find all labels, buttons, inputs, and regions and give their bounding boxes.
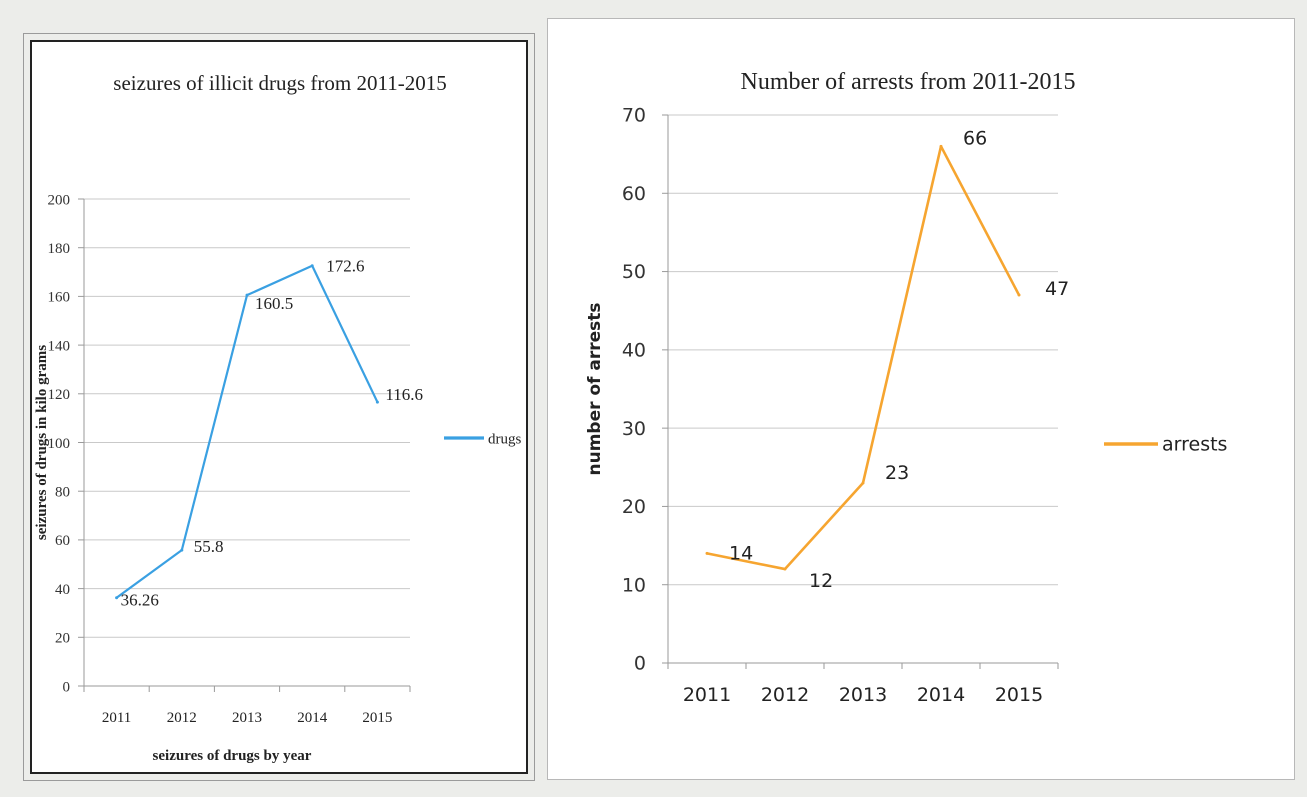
data-point [310,264,314,268]
data-point [783,567,787,571]
data-point [375,400,379,404]
y-tick-label: 60 [622,183,646,205]
x-tick-label: 2011 [683,684,731,706]
data-point [939,144,943,148]
y-tick-label: 40 [55,582,70,598]
x-axis-title: seizures of drugs by year [153,748,312,764]
data-label: 14 [729,542,753,564]
arrests-chart-panel: Number of arrests from 2011-2015 0 10 20 30 4… [547,18,1295,780]
y-tick-label: 180 [48,241,71,257]
y-tick-label: 0 [63,679,71,695]
data-label: 23 [885,462,909,484]
y-tick-label: 20 [55,631,70,647]
y-axis-title: number of arrests [585,302,605,475]
x-tick-label: 2011 [102,710,131,726]
x-tick-label: 2015 [995,684,1043,706]
data-point [705,551,709,555]
y-tick-label: 160 [48,290,71,306]
y-tick-label: 120 [48,387,71,403]
series-line-arrests [706,145,1021,571]
y-tick-label: 20 [622,496,646,518]
y-tick-label: 10 [622,574,646,596]
y-tick-label: 80 [55,484,70,500]
drug-seizures-chart: seizures of illicit drugs from 2011-2015… [34,71,521,764]
y-tick-label: 50 [622,261,646,283]
y-tick-label: 0 [634,653,646,675]
chart-title: Number of arrests from 2011-2015 [740,69,1075,95]
x-tick-label: 2014 [297,710,328,726]
x-tick-label: 2012 [761,684,809,706]
data-label: 116.6 [385,385,423,404]
data-label: 55.8 [194,537,224,556]
x-tick-label: 2013 [232,710,262,726]
y-tick-label: 140 [48,338,71,354]
y-axis-title: seizures of drugs in kilo grams [34,345,50,540]
x-tick-label: 2012 [167,710,197,726]
data-label: 172.6 [326,257,364,276]
data-label: 36.26 [121,591,159,610]
data-label: 47 [1045,278,1069,300]
chart-title: seizures of illicit drugs from 2011-2015 [113,71,446,95]
y-tick-label: 60 [55,533,70,549]
y-tick-label: 100 [48,436,71,452]
data-label: 12 [809,570,833,592]
data-point [1017,293,1021,297]
y-tick-label: 30 [622,418,646,440]
legend-label: drugs [488,431,521,447]
drug-seizures-chart-panel: seizures of illicit drugs from 2011-2015… [23,33,535,781]
x-tick-label: 2014 [917,684,965,706]
legend-label: arrests [1162,434,1227,456]
data-point [861,481,865,485]
series-line-drugs [115,264,379,599]
x-tick-label: 2015 [362,710,392,726]
data-point [245,293,249,297]
y-tick-label: 70 [622,105,646,127]
y-tick-label: 200 [48,192,71,208]
data-label: 160.5 [255,294,293,313]
arrests-chart: Number of arrests from 2011-2015 0 10 20 30 4… [585,69,1227,706]
data-point [180,548,184,552]
y-tick-label: 40 [622,340,646,362]
x-tick-label: 2013 [839,684,887,706]
data-label: 66 [963,127,987,149]
data-point [115,596,119,600]
